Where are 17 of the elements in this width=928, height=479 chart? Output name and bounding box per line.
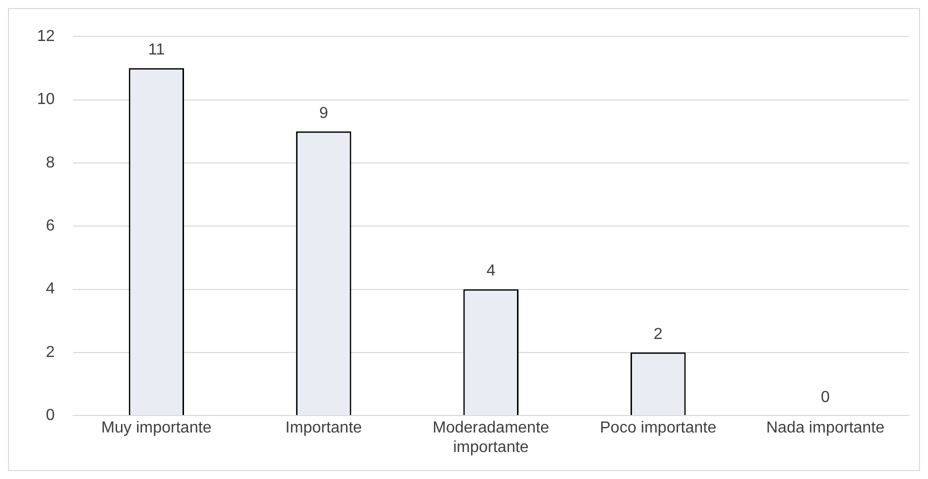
y-tick-label: 12	[37, 28, 55, 46]
y-tick-label: 0	[46, 407, 55, 424]
y-tick-label: 10	[37, 91, 55, 108]
y-tick-label: 8	[46, 154, 55, 172]
data-label: 2	[654, 326, 663, 343]
data-label: 9	[319, 104, 328, 122]
x-tick-label: Importante	[285, 420, 362, 437]
x-tick-label: Nada importante	[766, 420, 885, 437]
y-tick-label: 4	[46, 280, 55, 298]
x-tick-label: Muy importante	[101, 420, 212, 437]
data-label: 11	[148, 42, 165, 59]
data-label: 0	[820, 389, 830, 406]
y-tick-label: 2	[46, 344, 55, 361]
x-tick-label: Moderadamente importante	[432, 420, 550, 456]
data-label: 4	[486, 262, 496, 280]
x-tick-label: Poco importante	[600, 420, 716, 437]
y-tick-label: 6	[46, 218, 55, 235]
